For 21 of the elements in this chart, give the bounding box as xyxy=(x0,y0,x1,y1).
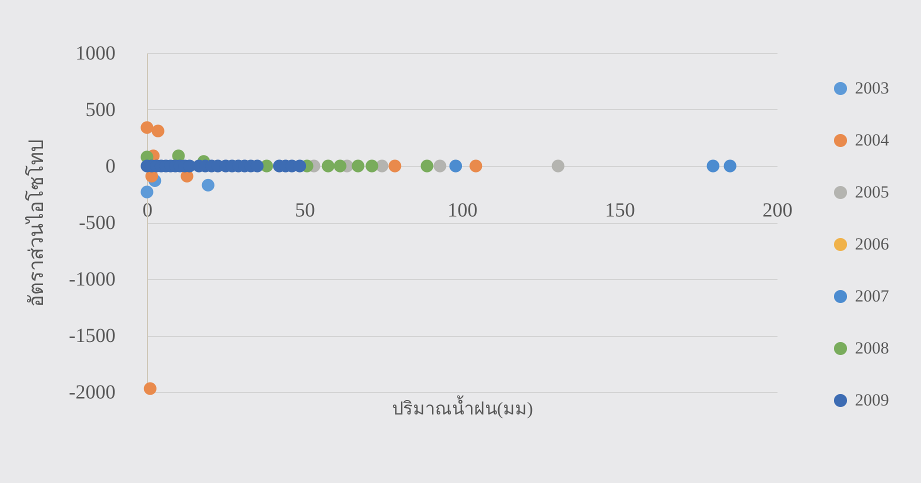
x-tick-label: 150 xyxy=(605,200,635,222)
y-tick-label: -1500 xyxy=(68,325,116,347)
y-axis-title: อัตราส่วนไอโซโทป xyxy=(24,139,48,307)
x-tick-label: 100 xyxy=(448,200,478,222)
y-tick-label: -1000 xyxy=(68,268,116,290)
legend-label: 2009 xyxy=(855,390,889,410)
y-tick-label: 0 xyxy=(106,156,116,178)
x-tick-label: 200 xyxy=(762,200,792,222)
legend-label: 2006 xyxy=(855,234,889,254)
y-tick-label: -500 xyxy=(78,212,116,234)
y-tick-label: -2000 xyxy=(68,382,116,404)
legend-label: 2007 xyxy=(855,286,890,306)
legend-label: 2004 xyxy=(855,130,890,150)
legend-label: 2005 xyxy=(855,182,889,202)
x-axis-title: ปริมาณน้ำฝน(มม) xyxy=(392,396,533,418)
y-tick-label: 1000 xyxy=(76,42,116,64)
legend-label: 2008 xyxy=(855,338,889,358)
x-tick-label: 50 xyxy=(295,200,315,222)
y-tick-label: 500 xyxy=(86,99,116,121)
legend-label: 2003 xyxy=(855,78,889,98)
x-tick-label: 0 xyxy=(142,200,152,222)
